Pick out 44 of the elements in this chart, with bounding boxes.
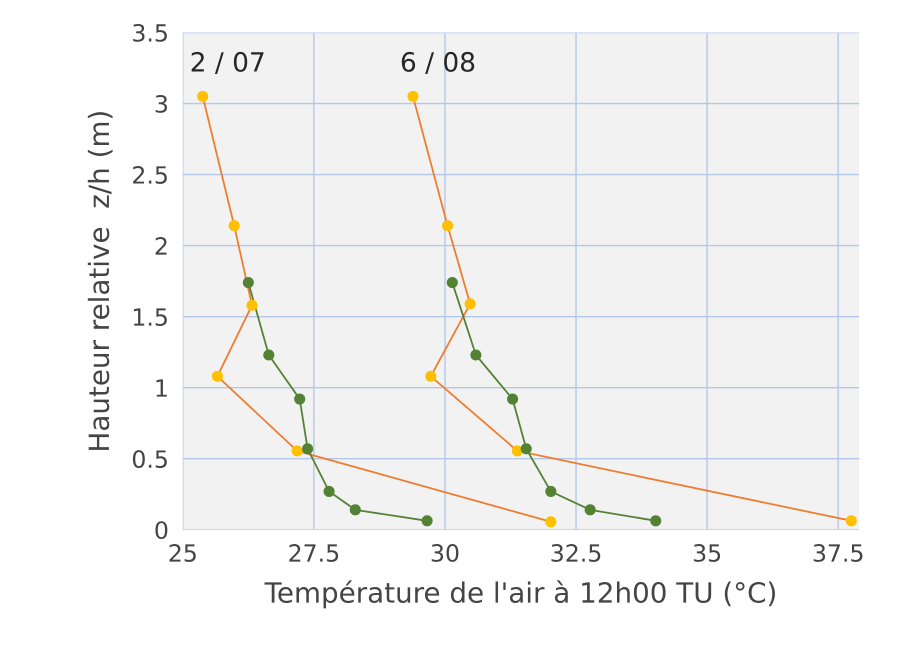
- point: [545, 486, 556, 497]
- point: [292, 445, 303, 456]
- y-tick-label: 0: [155, 521, 168, 540]
- y-tick-label: 1: [156, 379, 167, 397]
- annotation: 2 / 07: [192, 52, 264, 74]
- x-tick-label: 35: [694, 544, 720, 562]
- point: [520, 443, 532, 454]
- point: [446, 276, 458, 288]
- point: [228, 220, 240, 232]
- point: [512, 445, 523, 456]
- point: [422, 515, 433, 526]
- point: [545, 516, 556, 528]
- point: [584, 504, 596, 516]
- y-tick-label: 3.5: [133, 24, 167, 42]
- point: [464, 298, 476, 310]
- annotation: 6 / 08: [402, 52, 474, 74]
- point: [507, 393, 518, 405]
- y-tick-label: 2: [156, 237, 167, 255]
- y-tick-label: 0.5: [132, 450, 167, 468]
- x-tick-label: 27.5: [289, 544, 338, 562]
- point: [350, 504, 361, 516]
- y-tick-label: 3: [156, 94, 168, 113]
- x-tick-label: 32.5: [552, 544, 600, 562]
- x-axis-title: Température de l'air à 12h00 TU (°C): [264, 580, 775, 608]
- y-axis-title: Hauteur relative z/h (m): [88, 112, 113, 450]
- x-tick-label: 30: [432, 544, 458, 562]
- point: [294, 393, 306, 405]
- y-tick-label: 1.5: [134, 308, 167, 326]
- point: [242, 276, 254, 288]
- point: [324, 486, 335, 497]
- point: [407, 90, 419, 102]
- point: [425, 370, 436, 382]
- point: [470, 349, 482, 361]
- y-tick-label: 2.5: [133, 166, 167, 184]
- x-tick-label: 37.5: [814, 544, 862, 562]
- point: [263, 349, 274, 361]
- point: [846, 515, 857, 526]
- point: [197, 90, 208, 102]
- point: [212, 370, 223, 382]
- x-tick-label: 25: [170, 544, 196, 562]
- point: [650, 515, 662, 526]
- point: [302, 443, 314, 454]
- point: [442, 220, 454, 232]
- point: [246, 300, 258, 311]
